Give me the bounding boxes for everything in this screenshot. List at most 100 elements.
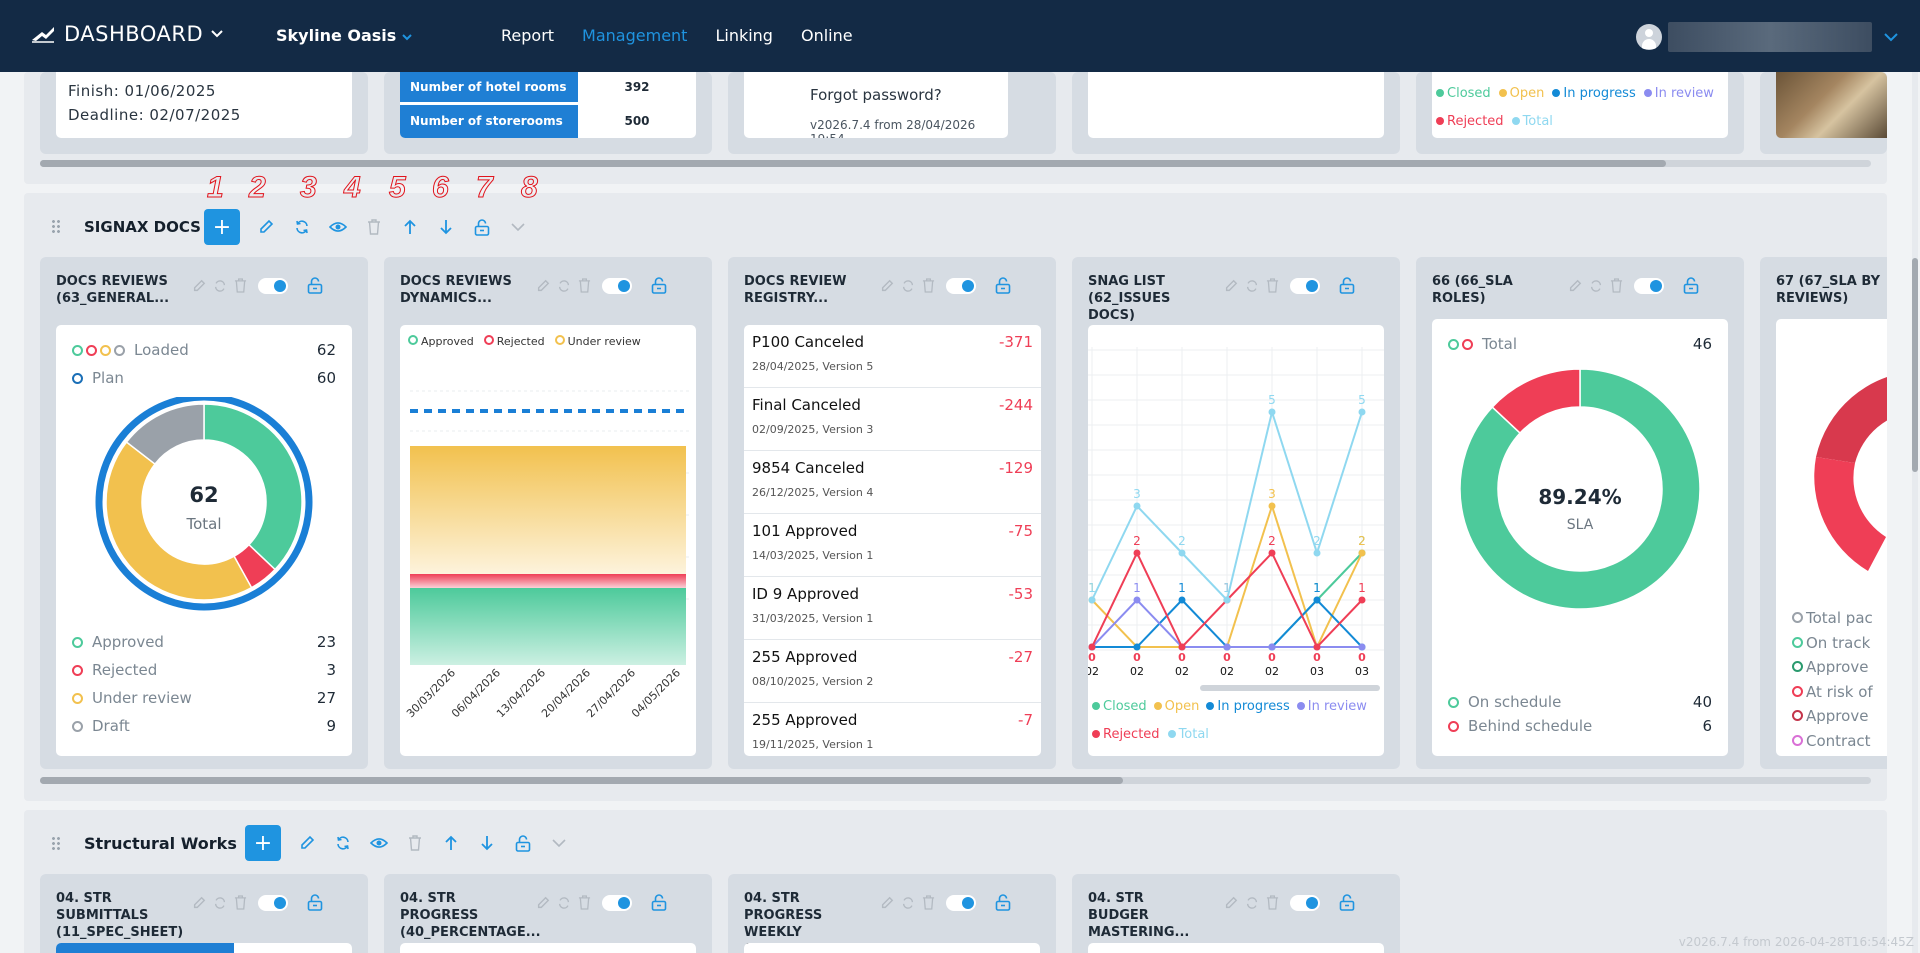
horizontal-scrollbar[interactable] (40, 777, 1871, 784)
visibility-toggle[interactable] (946, 894, 976, 911)
pencil-icon[interactable] (192, 896, 206, 910)
visibility-toggle[interactable] (1634, 277, 1664, 294)
chart-scrollbar[interactable] (1200, 685, 1380, 691)
avatar[interactable] (1636, 24, 1662, 50)
nav-online[interactable]: Online (800, 26, 853, 45)
pencil-icon[interactable] (1224, 279, 1238, 293)
visibility-toggle[interactable] (602, 894, 632, 911)
donut-slice-approved[interactable] (203, 403, 303, 571)
pencil-icon[interactable] (536, 896, 550, 910)
trash-icon[interactable] (234, 278, 247, 293)
unlock-icon[interactable] (1683, 277, 1699, 294)
add-widget-button[interactable]: + (245, 825, 281, 861)
data-point[interactable] (1313, 596, 1321, 604)
data-point[interactable] (1268, 502, 1276, 510)
drag-handle-icon[interactable] (51, 836, 61, 850)
delete-button[interactable] (397, 825, 433, 861)
legend-rejected[interactable]: Rejected (1092, 727, 1160, 742)
data-point[interactable] (1223, 643, 1231, 651)
data-point[interactable] (1133, 549, 1141, 557)
data-point[interactable] (1088, 643, 1096, 651)
legend-closed[interactable]: Closed (1092, 699, 1147, 714)
legend-rejected[interactable]: Rejected (1436, 114, 1504, 129)
pencil-icon[interactable] (880, 896, 894, 910)
drag-handle-icon[interactable] (51, 219, 61, 233)
user-menu[interactable] (1636, 22, 1898, 52)
refresh-icon[interactable] (213, 896, 227, 910)
legend-total[interactable]: Total (1167, 727, 1209, 742)
chevron-down-icon[interactable] (1884, 32, 1898, 42)
chevron-down-icon[interactable] (211, 30, 223, 38)
data-point[interactable] (1268, 549, 1276, 557)
lock-button[interactable] (505, 825, 541, 861)
collapse-button[interactable] (500, 209, 536, 245)
list-item[interactable]: P100 Canceled 28/04/2025, Version 5 -371 (744, 325, 1041, 388)
visibility-toggle[interactable] (258, 894, 288, 911)
delete-button[interactable] (356, 209, 392, 245)
trash-icon[interactable] (1266, 895, 1279, 910)
data-point[interactable] (1313, 643, 1321, 651)
refresh-icon[interactable] (901, 896, 915, 910)
move-down-button[interactable] (469, 825, 505, 861)
unlock-icon[interactable] (307, 894, 323, 911)
data-point[interactable] (1358, 549, 1366, 557)
trash-icon[interactable] (1610, 278, 1623, 293)
move-up-button[interactable] (433, 825, 469, 861)
legend-under-review[interactable]: Under review (554, 335, 641, 348)
legend-in-review[interactable]: In review (1296, 699, 1367, 714)
data-point[interactable] (1178, 643, 1186, 651)
legend-total[interactable]: Total (1511, 114, 1553, 129)
nav-linking[interactable]: Linking (715, 26, 773, 45)
data-point[interactable] (1133, 502, 1141, 510)
data-point[interactable] (1178, 549, 1186, 557)
data-point[interactable] (1268, 408, 1276, 416)
data-point[interactable] (1133, 643, 1141, 651)
horizontal-scrollbar[interactable] (40, 160, 1871, 167)
data-point[interactable] (1313, 549, 1321, 557)
unlock-icon[interactable] (651, 277, 667, 294)
list-item[interactable]: 9854 Canceled 26/12/2025, Version 4 -129 (744, 451, 1041, 514)
move-up-button[interactable] (392, 209, 428, 245)
pencil-icon[interactable] (1224, 896, 1238, 910)
refresh-icon[interactable] (557, 279, 571, 293)
unlock-icon[interactable] (1339, 277, 1355, 294)
visibility-toggle[interactable] (602, 277, 632, 294)
unlock-icon[interactable] (651, 894, 667, 911)
view-button[interactable] (361, 825, 397, 861)
pencil-icon[interactable] (536, 279, 550, 293)
pencil-icon[interactable] (192, 279, 206, 293)
refresh-icon[interactable] (557, 896, 571, 910)
pencil-icon[interactable] (880, 279, 894, 293)
edit-button[interactable] (248, 209, 284, 245)
refresh-icon[interactable] (1589, 279, 1603, 293)
refresh-button[interactable] (325, 825, 361, 861)
donut-slice-under-review[interactable] (105, 440, 253, 601)
data-point[interactable] (1358, 408, 1366, 416)
donut-slice-on-schedule[interactable] (1459, 369, 1701, 610)
legend-rejected[interactable]: Rejected (483, 335, 545, 348)
list-item[interactable]: ID 9 Approved 31/03/2025, Version 1 -53 (744, 577, 1041, 640)
data-point[interactable] (1178, 596, 1186, 604)
donut-slice-draft[interactable] (125, 403, 205, 466)
view-button[interactable] (320, 209, 356, 245)
data-point[interactable] (1133, 596, 1141, 604)
visibility-toggle[interactable] (258, 277, 288, 294)
legend-open[interactable]: Open (1153, 699, 1199, 714)
move-down-button[interactable] (428, 209, 464, 245)
trash-icon[interactable] (1266, 278, 1279, 293)
list-item[interactable]: 255 Approved 19/11/2025, Version 1 -7 (744, 703, 1041, 756)
data-point[interactable] (1358, 643, 1366, 651)
trash-icon[interactable] (234, 895, 247, 910)
unlock-icon[interactable] (1339, 894, 1355, 911)
data-point[interactable] (1268, 643, 1276, 651)
unlock-icon[interactable] (995, 894, 1011, 911)
refresh-icon[interactable] (901, 279, 915, 293)
trash-icon[interactable] (578, 278, 591, 293)
edit-button[interactable] (289, 825, 325, 861)
data-point[interactable] (1223, 596, 1231, 604)
legend-closed[interactable]: Closed (1436, 86, 1491, 101)
visibility-toggle[interactable] (1290, 277, 1320, 294)
legend-in-progress[interactable]: In progress (1552, 86, 1636, 101)
trash-icon[interactable] (922, 278, 935, 293)
project-selector[interactable]: Skyline Oasis (276, 26, 412, 45)
